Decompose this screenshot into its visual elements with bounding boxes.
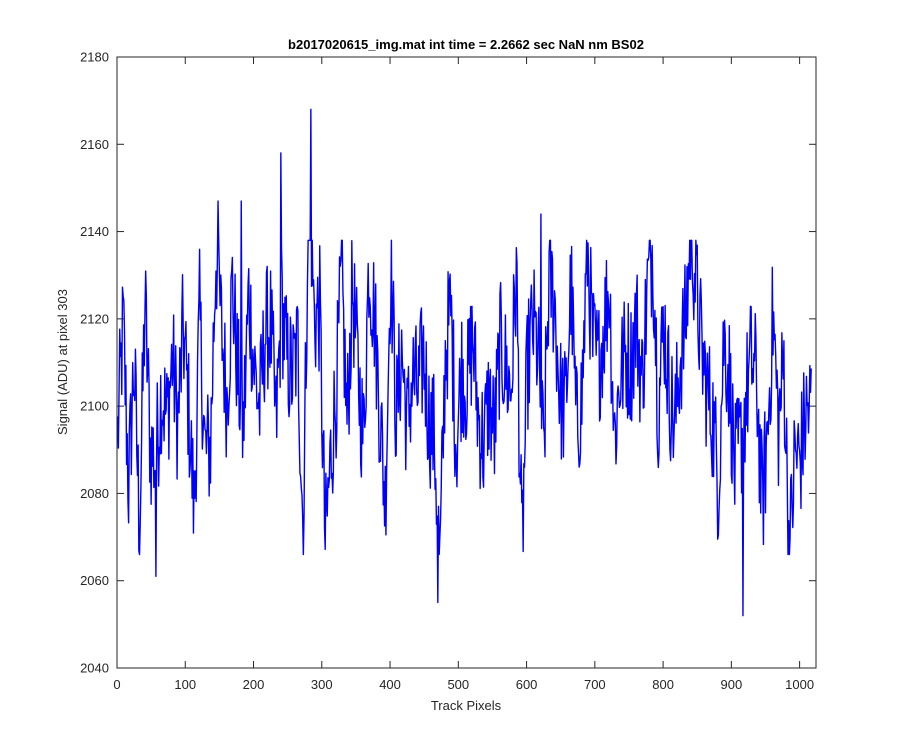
y-tick-label: 2080 <box>80 486 109 501</box>
y-tick-label: 2180 <box>80 50 109 65</box>
x-tick-labels: 0 100 200 300 400 500 600 700 800 900 1000 <box>113 677 814 692</box>
x-tick-label: 300 <box>311 677 333 692</box>
chart-title: b2017020615_img.mat int time = 2.2662 se… <box>288 37 644 52</box>
x-tick-label: 200 <box>243 677 265 692</box>
y-tick-label: 2040 <box>80 661 109 676</box>
y-tick-label: 2140 <box>80 224 109 239</box>
axis-ticks <box>116 56 816 669</box>
x-tick-label: 600 <box>516 677 538 692</box>
x-tick-label: 0 <box>113 677 120 692</box>
x-tick-label: 700 <box>584 677 606 692</box>
x-axis-title: Track Pixels <box>431 698 502 713</box>
x-tick-label: 500 <box>447 677 469 692</box>
x-tick-label: 800 <box>652 677 674 692</box>
y-tick-label: 2160 <box>80 137 109 152</box>
y-tick-label: 2120 <box>80 311 109 326</box>
plot-area-frame <box>116 56 817 669</box>
signal-series-line <box>116 108 812 617</box>
x-tick-label: 1000 <box>785 677 814 692</box>
x-tick-label: 900 <box>721 677 743 692</box>
y-tick-label: 2060 <box>80 573 109 588</box>
x-tick-label: 400 <box>379 677 401 692</box>
y-tick-label: 2100 <box>80 399 109 414</box>
y-axis-title: Signal (ADU) at pixel 303 <box>55 289 70 435</box>
x-tick-label: 100 <box>174 677 196 692</box>
y-tick-labels: 2040 2060 2080 2100 2120 2140 2160 2180 <box>80 50 109 676</box>
